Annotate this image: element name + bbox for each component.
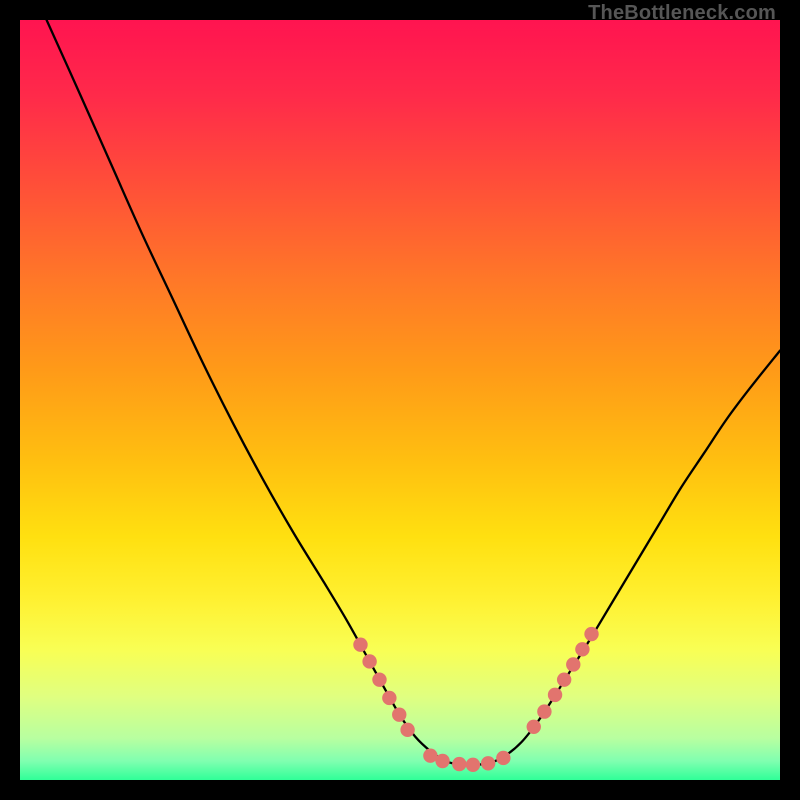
marker-dot [372, 672, 386, 686]
marker-dot [481, 756, 495, 770]
marker-dot [557, 672, 571, 686]
marker-dot [537, 704, 551, 718]
marker-dot [466, 758, 480, 772]
marker-dot [353, 638, 367, 652]
bottleneck-chart [20, 20, 780, 780]
marker-dot [362, 654, 376, 668]
marker-dot [435, 754, 449, 768]
marker-dot [566, 657, 580, 671]
marker-dot [392, 707, 406, 721]
marker-dot [496, 751, 510, 765]
marker-dot [400, 723, 414, 737]
gradient-background [20, 20, 780, 780]
marker-dot [527, 720, 541, 734]
marker-dot [452, 757, 466, 771]
marker-dot [548, 688, 562, 702]
marker-dot [584, 627, 598, 641]
marker-dot [575, 642, 589, 656]
chart-frame: TheBottleneck.com [20, 20, 780, 780]
marker-dot [382, 691, 396, 705]
